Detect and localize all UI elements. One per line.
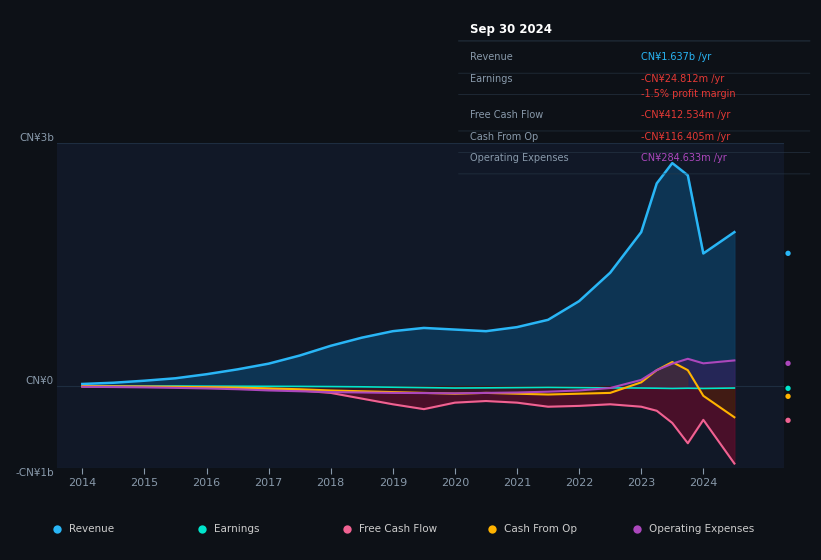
Text: CN¥284.633m /yr: CN¥284.633m /yr: [641, 153, 727, 163]
Text: Operating Expenses: Operating Expenses: [470, 153, 569, 163]
Text: CN¥3b: CN¥3b: [19, 133, 54, 143]
Text: Earnings: Earnings: [470, 74, 512, 84]
Text: -CN¥412.534m /yr: -CN¥412.534m /yr: [641, 110, 731, 120]
Text: CN¥1.637b /yr: CN¥1.637b /yr: [641, 53, 712, 63]
Text: CN¥0: CN¥0: [25, 376, 54, 386]
Text: Sep 30 2024: Sep 30 2024: [470, 23, 552, 36]
Text: ●: ●: [785, 385, 791, 391]
Text: ●: ●: [785, 417, 791, 423]
Text: Free Cash Flow: Free Cash Flow: [470, 110, 544, 120]
Text: ●: ●: [785, 250, 791, 256]
Text: Cash From Op: Cash From Op: [470, 132, 539, 142]
Text: -1.5% profit margin: -1.5% profit margin: [641, 89, 736, 99]
Text: ●: ●: [785, 360, 791, 366]
Text: -CN¥1b: -CN¥1b: [16, 468, 54, 478]
Text: -CN¥24.812m /yr: -CN¥24.812m /yr: [641, 74, 725, 84]
Text: Revenue: Revenue: [470, 53, 512, 63]
Text: Operating Expenses: Operating Expenses: [649, 524, 754, 534]
Text: Earnings: Earnings: [214, 524, 259, 534]
Text: Cash From Op: Cash From Op: [504, 524, 577, 534]
Text: ●: ●: [785, 393, 791, 399]
Text: -CN¥116.405m /yr: -CN¥116.405m /yr: [641, 132, 731, 142]
Text: Free Cash Flow: Free Cash Flow: [359, 524, 438, 534]
Text: Revenue: Revenue: [69, 524, 114, 534]
